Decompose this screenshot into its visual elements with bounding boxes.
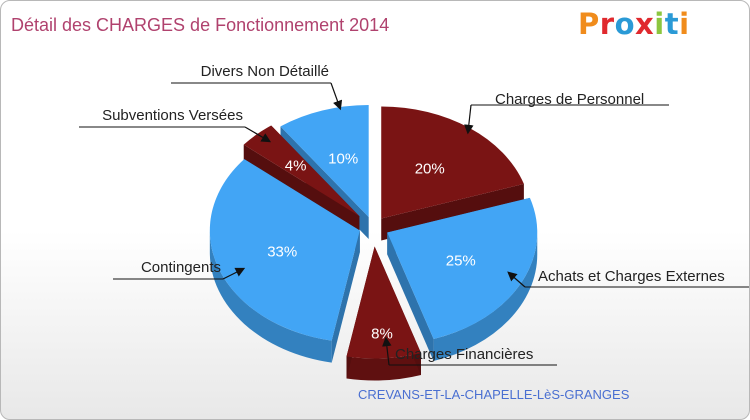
pie-slice-divers-non-detaille[interactable]: [280, 105, 369, 218]
slice-value-label: 10%: [328, 150, 358, 167]
logo-letter: r: [599, 7, 615, 41]
proxiti-logo: Proxiti: [578, 7, 690, 41]
slice-value-label: 4%: [285, 157, 307, 174]
logo-letter: i: [654, 7, 665, 41]
slice-callout: Charges Financières: [382, 336, 557, 366]
logo-letter: i: [679, 7, 690, 41]
commune-name: CREVANS-ET-LA-CHAPELLE-LèS-GRANGES: [358, 387, 630, 402]
logo-letter: o: [614, 7, 636, 41]
logo-letter: x: [635, 7, 655, 41]
pie-slice-charges-financieres[interactable]: [346, 246, 421, 359]
pie-slice-charges-de-personnel[interactable]: [381, 106, 524, 219]
pie-slice-subventions-versees[interactable]: [243, 125, 360, 217]
logo-letter: P: [578, 7, 600, 41]
logo-letter: t: [664, 7, 680, 41]
chart-title: Détail des CHARGES de Fonctionnement 201…: [11, 15, 390, 35]
slice-category-label: Charges Financières: [395, 346, 533, 363]
slice-value-label: 25%: [446, 252, 476, 269]
slice-callout: Achats et Charges Externes: [507, 268, 749, 288]
slice-callout: Charges de Personnel: [464, 91, 669, 135]
slice-callout: Subventions Versées: [79, 107, 272, 143]
slice-category-label: Contingents: [141, 259, 221, 276]
slice-value-label: 20%: [415, 161, 445, 178]
slice-value-label: 8%: [371, 326, 393, 343]
slice-callout: Divers Non Détaillé: [171, 63, 343, 111]
slice-category-label: Subventions Versées: [102, 107, 243, 124]
pie-slice-achats-et-charges-externes[interactable]: [387, 197, 538, 339]
slice-category-label: Achats et Charges Externes: [538, 268, 725, 285]
pie-slice-contingents[interactable]: [209, 159, 360, 341]
slice-category-label: Divers Non Détaillé: [201, 63, 329, 80]
slice-category-label: Charges de Personnel: [495, 91, 644, 108]
slice-value-label: 33%: [267, 243, 297, 260]
slice-callout: Contingents: [113, 259, 246, 280]
